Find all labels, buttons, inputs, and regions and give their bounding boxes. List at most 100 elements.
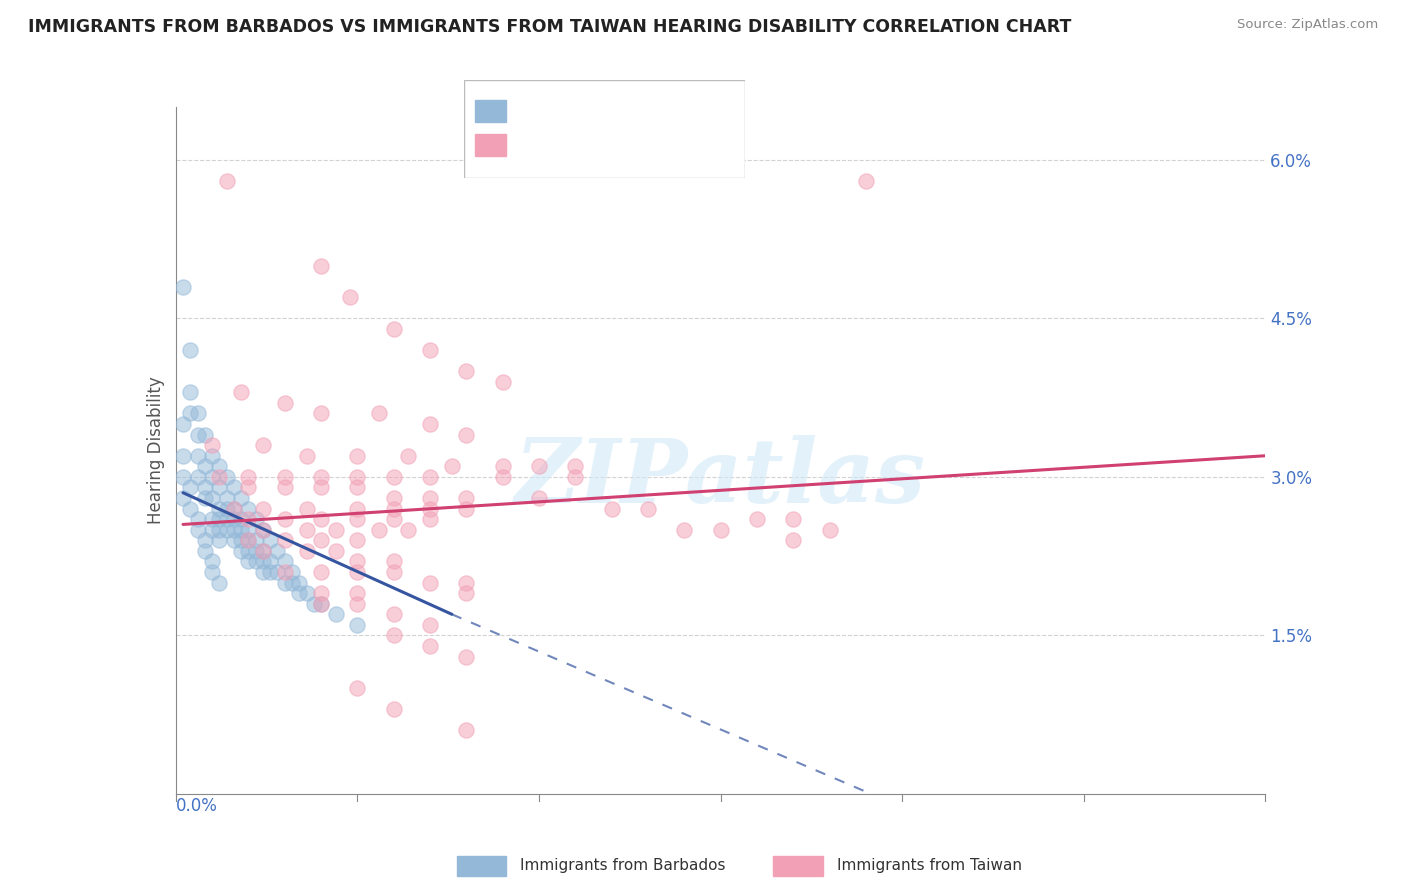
Point <box>325 523 347 537</box>
Point <box>208 501 231 516</box>
Point <box>346 597 368 611</box>
Point <box>274 565 297 579</box>
Point <box>208 480 231 494</box>
Point <box>252 544 274 558</box>
Point <box>456 427 478 442</box>
FancyBboxPatch shape <box>464 80 745 178</box>
Point <box>419 501 441 516</box>
Point <box>295 523 318 537</box>
Point <box>382 491 405 505</box>
Point <box>382 322 405 336</box>
Point <box>368 523 391 537</box>
Point <box>382 628 405 642</box>
Point <box>600 501 623 516</box>
Point <box>346 554 368 568</box>
Point <box>346 586 368 600</box>
Point <box>710 523 733 537</box>
Text: N =: N = <box>636 103 664 119</box>
Point <box>186 449 209 463</box>
Point <box>288 575 311 590</box>
Point <box>456 575 478 590</box>
Text: Immigrants from Taiwan: Immigrants from Taiwan <box>837 858 1022 872</box>
Point <box>252 544 274 558</box>
Point <box>382 470 405 484</box>
Point <box>527 459 550 474</box>
Point <box>295 501 318 516</box>
Point <box>179 385 201 400</box>
Y-axis label: Hearing Disability: Hearing Disability <box>146 376 165 524</box>
Point <box>179 407 201 421</box>
Point <box>172 491 194 505</box>
Point <box>419 491 441 505</box>
Point <box>346 565 368 579</box>
Point <box>252 554 274 568</box>
Point <box>215 470 238 484</box>
Point <box>456 723 478 738</box>
Point <box>238 533 260 548</box>
Point <box>456 501 478 516</box>
Point <box>419 617 441 632</box>
Text: 93: 93 <box>672 137 692 153</box>
Point <box>172 279 194 293</box>
Point <box>266 565 288 579</box>
Point <box>194 459 217 474</box>
FancyBboxPatch shape <box>457 856 506 876</box>
Point <box>382 501 405 516</box>
Point <box>456 491 478 505</box>
Point <box>222 523 245 537</box>
Point <box>325 607 347 622</box>
Point <box>215 491 238 505</box>
Point <box>208 470 231 484</box>
Point <box>419 417 441 431</box>
Point <box>456 364 478 378</box>
Point <box>252 523 274 537</box>
Point <box>222 501 245 516</box>
Point <box>252 501 274 516</box>
Point <box>201 565 224 579</box>
Point <box>346 501 368 516</box>
Point <box>238 512 260 526</box>
Point <box>782 512 804 526</box>
Point <box>419 639 441 653</box>
Point <box>179 480 201 494</box>
Point <box>252 565 274 579</box>
Point <box>855 174 877 188</box>
Text: IMMIGRANTS FROM BARBADOS VS IMMIGRANTS FROM TAIWAN HEARING DISABILITY CORRELATIO: IMMIGRANTS FROM BARBADOS VS IMMIGRANTS F… <box>28 18 1071 36</box>
Text: Immigrants from Barbados: Immigrants from Barbados <box>520 858 725 872</box>
Point <box>492 459 515 474</box>
Point <box>456 586 478 600</box>
Point <box>201 512 224 526</box>
Point <box>274 554 297 568</box>
Point <box>201 449 224 463</box>
Point <box>309 512 332 526</box>
Point <box>252 438 274 452</box>
Point <box>231 544 253 558</box>
Point <box>637 501 659 516</box>
Point <box>215 174 238 188</box>
Point <box>179 343 201 357</box>
Point <box>201 470 224 484</box>
Point <box>231 523 253 537</box>
Point <box>368 407 391 421</box>
Point <box>208 533 231 548</box>
Point <box>346 512 368 526</box>
Point <box>231 385 253 400</box>
Point <box>309 565 332 579</box>
Point <box>186 427 209 442</box>
Text: ZIPatlas: ZIPatlas <box>515 434 927 521</box>
Point <box>346 480 368 494</box>
Point <box>673 523 696 537</box>
Point <box>186 523 209 537</box>
Point <box>194 544 217 558</box>
Point <box>309 407 332 421</box>
Point <box>222 480 245 494</box>
Point <box>238 523 260 537</box>
Point <box>215 512 238 526</box>
Point <box>440 459 463 474</box>
Point <box>238 554 260 568</box>
Point <box>382 512 405 526</box>
Point <box>172 417 194 431</box>
Point <box>564 470 586 484</box>
Point <box>396 523 419 537</box>
Point <box>231 533 253 548</box>
